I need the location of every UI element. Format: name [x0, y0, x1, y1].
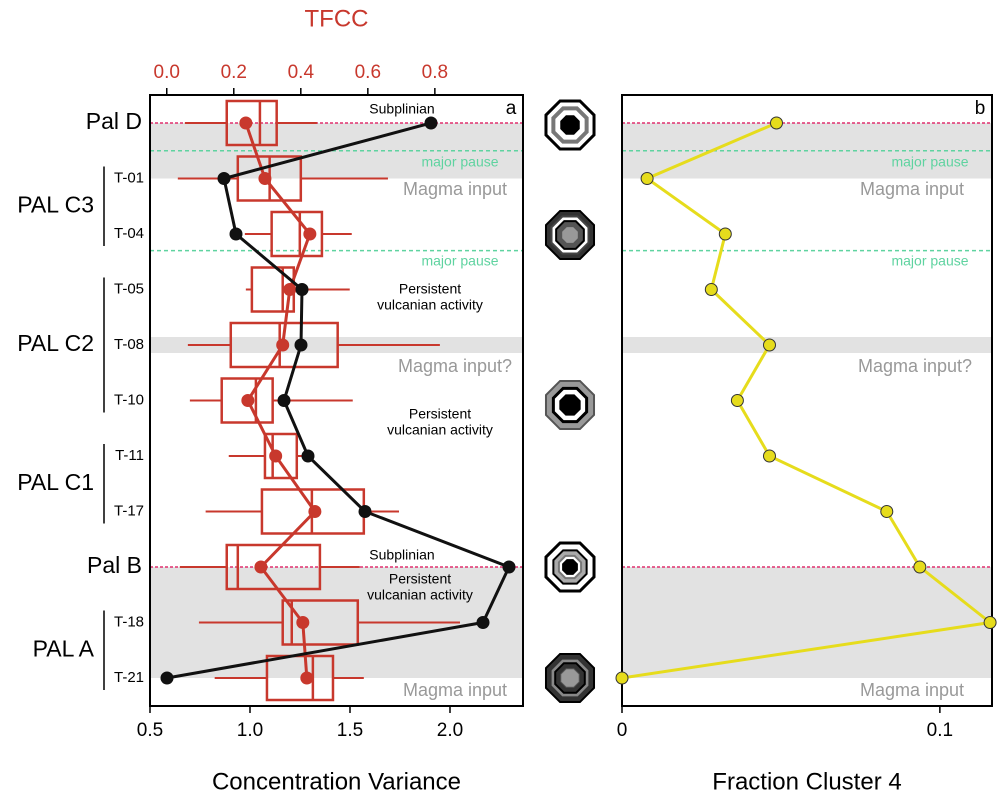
icon	[563, 560, 578, 575]
x2-tick-label: 0.6	[355, 62, 381, 83]
annotation: major pause	[891, 154, 968, 170]
x-tick-label: 0.1	[927, 720, 953, 741]
point	[277, 339, 289, 351]
point	[304, 228, 316, 240]
annotation: Magma input	[860, 179, 964, 199]
point	[763, 450, 775, 462]
x-tick-label: 2.0	[437, 720, 463, 741]
point	[359, 506, 371, 518]
point	[705, 284, 717, 296]
point	[230, 228, 242, 240]
point	[719, 228, 731, 240]
annotation: Subplinian	[369, 101, 434, 117]
point	[641, 173, 653, 185]
point	[297, 617, 309, 629]
point	[242, 395, 254, 407]
group-label: PAL C3	[17, 191, 94, 217]
group-label: PAL A	[33, 635, 95, 661]
category-label: T-08	[114, 336, 144, 353]
annotation: vulcanian activity	[367, 587, 473, 603]
point	[255, 561, 267, 573]
x2-axis-label: TFCC	[305, 5, 369, 32]
x-tick-label: 1.5	[337, 720, 363, 741]
category-label: T-18	[114, 613, 144, 630]
chart: 0.5 1.0 1.5 2.0 Concentration Variance 0.0 0.2…	[0, 0, 998, 800]
point	[763, 339, 775, 351]
x2-tick-label: 0.4	[288, 62, 315, 83]
point	[881, 506, 893, 518]
annotation: Persistent	[389, 571, 451, 587]
category-label: T-01	[114, 169, 144, 186]
annotation: Subplinian	[369, 547, 434, 563]
x-tick-label: 1.0	[237, 720, 263, 741]
category-label: Pal B	[87, 552, 142, 578]
point	[770, 117, 782, 129]
annotation: Magma input?	[398, 356, 512, 376]
page: {"chart_data": [ {"type": "line", "panel…	[0, 0, 998, 800]
x-tick-label: 0	[617, 720, 628, 741]
category-label: Pal D	[86, 108, 142, 134]
point	[616, 672, 628, 684]
category-label: T-11	[115, 447, 144, 464]
category-label: T-05	[114, 280, 144, 297]
point	[259, 173, 271, 185]
panel-label: b	[975, 98, 986, 119]
point	[270, 450, 282, 462]
point	[425, 117, 437, 129]
point	[295, 339, 307, 351]
group-label: PAL C2	[17, 330, 94, 356]
x2-tick-label: 0.0	[154, 62, 180, 83]
x2-tick-label: 0.2	[221, 62, 247, 83]
icon	[560, 395, 580, 415]
point	[309, 506, 321, 518]
annotation: Magma input	[403, 179, 507, 199]
annotation: vulcanian activity	[387, 422, 493, 438]
annotation: major pause	[421, 253, 498, 269]
icon	[561, 669, 579, 687]
point	[240, 117, 252, 129]
category-label: T-04	[114, 225, 144, 242]
band	[622, 567, 992, 678]
icon	[562, 227, 579, 244]
point	[284, 284, 296, 296]
point	[301, 672, 313, 684]
band	[622, 337, 992, 353]
category-label: T-21	[114, 669, 144, 686]
annotation: Magma input	[403, 680, 507, 700]
icon	[561, 116, 579, 134]
point	[296, 284, 308, 296]
x2-tick-label: 0.8	[422, 62, 448, 83]
annotation: Magma input?	[858, 356, 972, 376]
annotation: Persistent	[409, 406, 471, 422]
annotation: Persistent	[399, 281, 461, 297]
point	[161, 672, 173, 684]
x-axis-label: Fraction Cluster 4	[712, 768, 901, 795]
group-label: PAL C1	[17, 469, 94, 495]
point	[731, 395, 743, 407]
category-label: T-10	[114, 391, 144, 408]
annotation: major pause	[421, 154, 498, 170]
annotation: major pause	[891, 253, 968, 269]
point	[503, 561, 515, 573]
annotation: Magma input	[860, 680, 964, 700]
point	[218, 173, 230, 185]
x-tick-label: 0.5	[137, 720, 163, 741]
panel-label: a	[506, 98, 517, 119]
point	[984, 617, 996, 629]
point	[914, 561, 926, 573]
point	[302, 450, 314, 462]
point	[477, 617, 489, 629]
annotation: vulcanian activity	[377, 297, 483, 313]
point	[278, 395, 290, 407]
category-label: T-17	[114, 502, 144, 519]
x-axis-label: Concentration Variance	[212, 768, 461, 795]
